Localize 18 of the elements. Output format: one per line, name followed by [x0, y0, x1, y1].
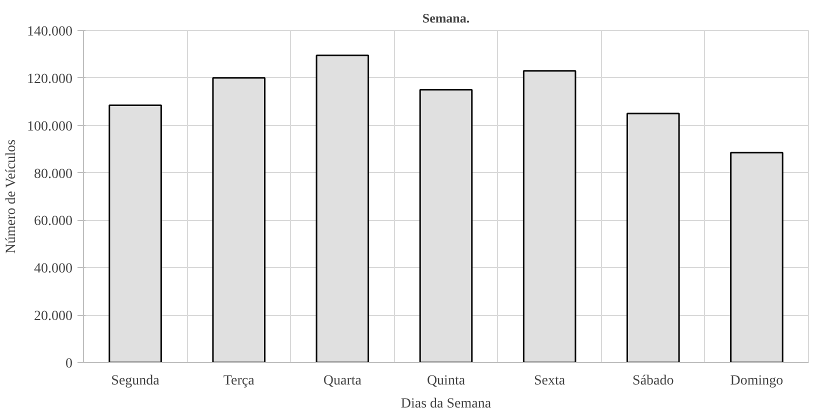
- y-tick-label: 140.000: [27, 24, 72, 40]
- x-tick-label: Quinta: [426, 374, 466, 388]
- chart-title: Semana.: [422, 10, 470, 26]
- x-tick-label: Terça: [223, 374, 256, 388]
- y-tick-label: 60.000: [34, 214, 72, 230]
- x-tick-label: Domingo: [730, 374, 784, 388]
- x-axis-title: Dias da Semana: [400, 396, 492, 412]
- y-tick-label: 20.000: [34, 309, 72, 324]
- y-tick-label: 100.000: [27, 119, 72, 134]
- y-tick-label: 80.000: [34, 166, 72, 182]
- y-axis-title: Número de Veículos: [4, 140, 19, 254]
- x-tick-label: Segunda: [111, 374, 160, 388]
- y-tick-label: 0: [66, 356, 72, 372]
- x-tick-label: Sábado: [632, 374, 674, 388]
- x-tick-label: Sexta: [534, 374, 566, 388]
- y-tick-label: 120.000: [27, 72, 72, 87]
- x-tick-label: Quarta: [323, 374, 362, 388]
- y-tick-label: 40.000: [34, 262, 72, 277]
